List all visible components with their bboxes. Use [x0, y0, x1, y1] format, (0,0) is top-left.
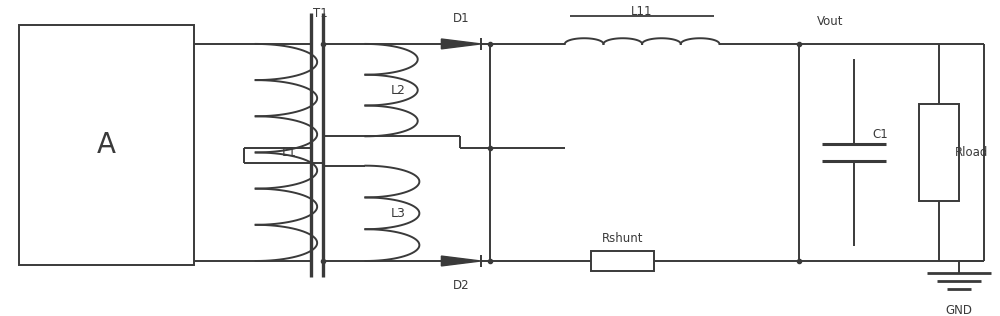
- Text: Vout: Vout: [817, 15, 844, 28]
- Text: A: A: [97, 131, 116, 159]
- Text: Rshunt: Rshunt: [601, 233, 643, 246]
- Text: T1: T1: [313, 7, 328, 20]
- Text: D2: D2: [453, 279, 469, 292]
- Text: L11: L11: [631, 5, 653, 18]
- Text: GND: GND: [945, 304, 972, 316]
- Text: L3: L3: [390, 207, 405, 220]
- Bar: [19, 25, 194, 265]
- Text: L1: L1: [282, 146, 296, 159]
- Polygon shape: [441, 256, 481, 266]
- Text: Rload: Rload: [955, 146, 988, 159]
- Text: L2: L2: [390, 84, 405, 97]
- Bar: [591, 252, 654, 270]
- Text: D1: D1: [453, 13, 469, 26]
- Polygon shape: [441, 39, 481, 49]
- Text: C1: C1: [872, 128, 888, 141]
- Bar: [919, 104, 959, 201]
